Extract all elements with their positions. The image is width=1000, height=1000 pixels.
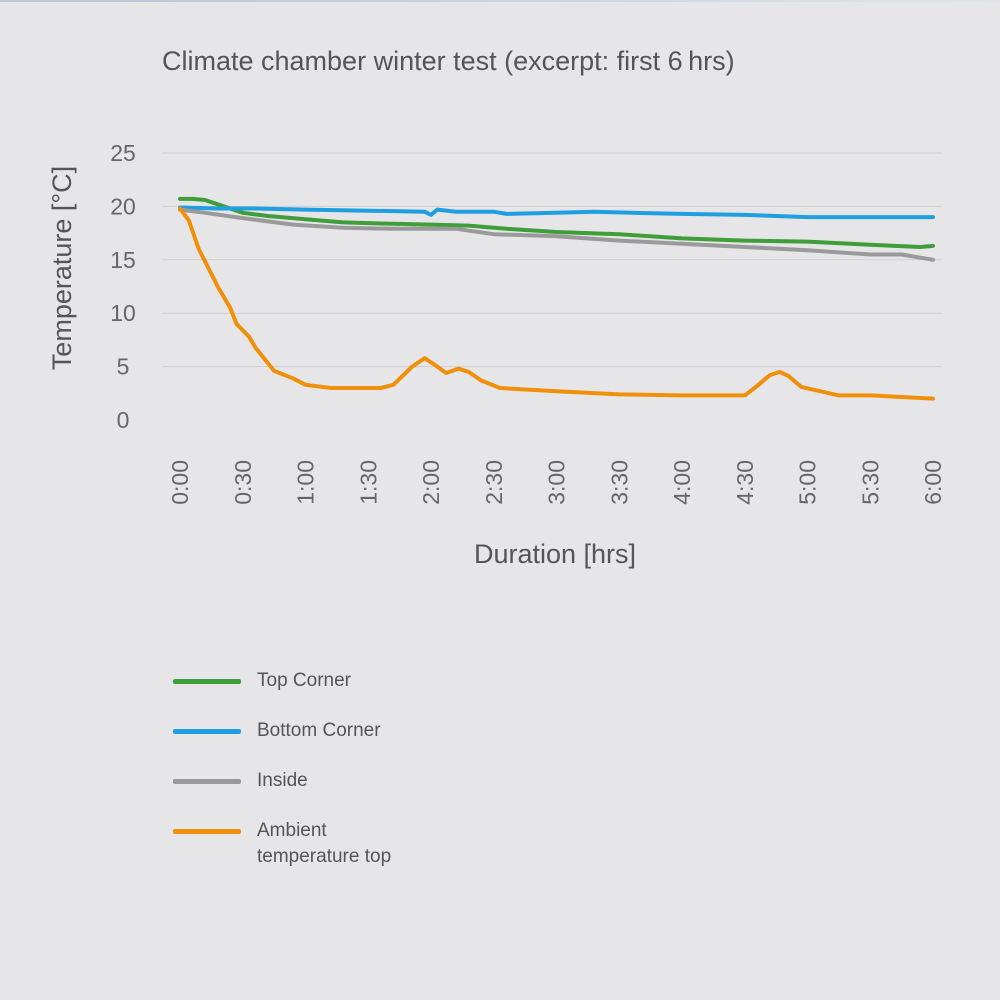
x-tick-label: 0:30 [230,460,256,505]
series-line-ambient-temperature-top [178,206,935,401]
legend-item-top-corner: Top Corner [173,668,533,718]
legend-label-inside: Inside [257,770,308,791]
x-tick-label: 0:00 [167,460,193,505]
x-tick-label: 1:00 [293,460,319,505]
legend: Top Corner Bottom Corner Inside Ambient … [173,668,533,878]
x-tick-label: 6:00 [920,460,946,505]
y-tick-label: 0 [117,407,130,433]
gridlines [162,152,942,368]
legend-swatch-inside [173,779,241,784]
x-tick-label: 2:30 [481,460,507,505]
y-tick-label: 10 [110,300,136,326]
legend-label-top-corner: Top Corner [257,670,351,691]
x-tick-label: 1:30 [355,460,381,505]
legend-swatch-top-corner [173,679,241,684]
x-tick-label: 3:00 [544,460,570,505]
legend-item-ambient-temperature-top: Ambient temperature top [173,818,533,878]
y-tick-label: 20 [110,193,136,219]
y-tick-label: 5 [117,354,130,380]
x-tick-label: 2:00 [418,460,444,505]
legend-label-bottom-corner: Bottom Corner [257,720,381,741]
legend-item-bottom-corner: Bottom Corner [173,718,533,768]
x-tick-label: 5:00 [795,460,821,505]
series-line-inside [178,207,935,262]
y-tick-label: 15 [110,247,136,273]
legend-swatch-bottom-corner [173,729,241,734]
y-tick-label: 25 [110,140,136,166]
legend-item-inside: Inside [173,768,533,818]
series-line-bottom-corner [178,205,935,220]
series-lines [178,196,935,401]
y-axis-ticks: 0 5 10 15 20 25 [110,140,136,433]
x-tick-label: 4:00 [669,460,695,505]
y-axis-title: Temperature [°C] [47,166,77,370]
x-tick-label: 5:30 [857,460,883,505]
legend-label-ambient-temperature-top: Ambient temperature top [257,820,392,867]
x-axis-ticks: 0:00 0:30 1:00 1:30 2:00 2:30 3:00 3:30 4:00 4:30… [167,460,946,505]
x-axis-title: Duration [hrs] [474,539,636,569]
top-border [0,0,1000,2]
legend-swatch-ambient-temperature-top [173,829,241,834]
series-line-top-corner [178,196,935,249]
x-tick-label: 3:30 [606,460,632,505]
chart-title: Climate chamber winter test (excerpt: fi… [162,46,735,76]
x-tick-label: 4:30 [732,460,758,505]
